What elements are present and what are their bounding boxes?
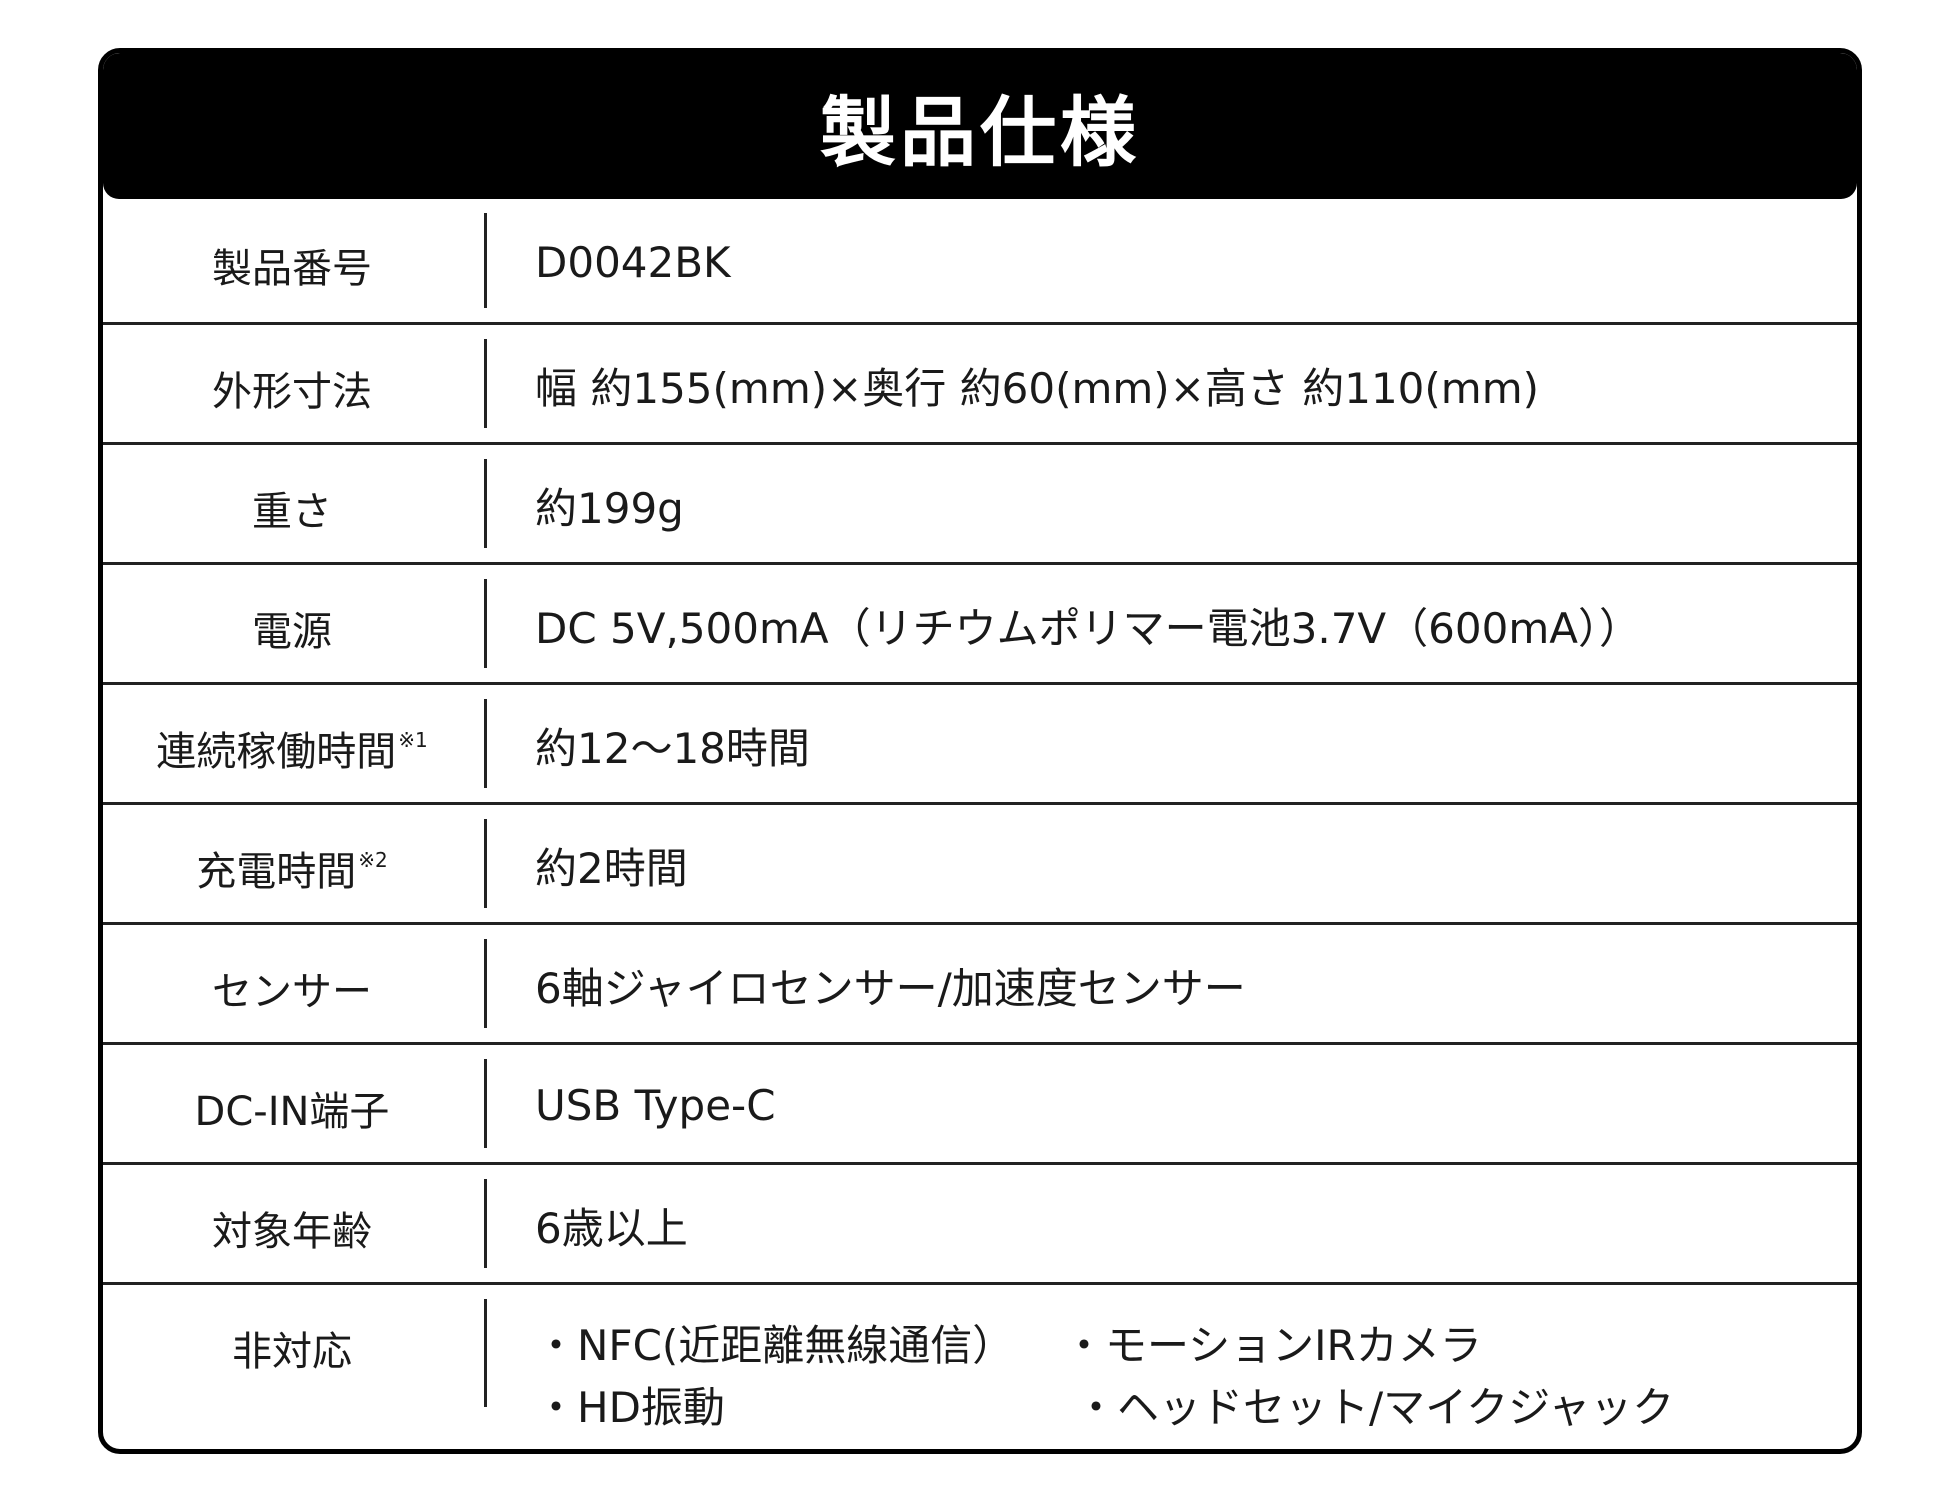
label-text: 製品番号 (212, 245, 372, 292)
row-label: 非対応 (103, 1285, 481, 1377)
footnote-mark: ※1 (398, 727, 428, 752)
divider (484, 459, 487, 548)
divider (484, 1059, 487, 1148)
spec-row-dimensions: 外形寸法 幅 約155(mm)×奥行 約60(mm)×高さ 約110(mm) (103, 325, 1857, 445)
label-text: 外形寸法 (212, 368, 372, 415)
spec-row-product-number: 製品番号 D0042BK (103, 199, 1857, 325)
row-label: 重さ (103, 471, 481, 537)
label-text: 電源 (252, 608, 332, 655)
row-label: 対象年齢 (103, 1191, 481, 1257)
divider (484, 939, 487, 1028)
label-text: 充電時間 (196, 848, 357, 895)
label-text: 対象年齢 (212, 1208, 372, 1255)
row-value: DC 5V,500mA（リチウムポリマー電池3.7V（600mA）） (535, 604, 1641, 653)
row-label: 連続稼働時間 ※1 (103, 711, 481, 777)
spec-row-charge-time: 充電時間 ※2 約2時間 (103, 805, 1857, 925)
spec-row-age: 対象年齢 6歳以上 (103, 1165, 1857, 1285)
list-item: ・モーションIRカメラ (1063, 1321, 1482, 1370)
divider (484, 699, 487, 788)
label-text: 重さ (252, 488, 332, 535)
divider (484, 339, 487, 428)
row-value: 約2時間 (535, 844, 688, 893)
row-value: 幅 約155(mm)×奥行 約60(mm)×高さ 約110(mm) (535, 364, 1540, 413)
row-value: D0042BK (535, 238, 731, 287)
row-value: 約199g (535, 484, 684, 533)
divider (484, 819, 487, 908)
list-item: ・ヘッドセット/マイクジャック (1075, 1383, 1675, 1432)
divider (484, 213, 487, 308)
spec-table: 製品仕様 製品番号 D0042BK 外形寸法 幅 約155(mm)×奥行 約60… (98, 48, 1862, 1454)
spec-row-dc-in: DC-IN端子 USB Type-C (103, 1045, 1857, 1165)
row-label: 製品番号 (103, 228, 481, 294)
label-text: 非対応 (232, 1329, 352, 1375)
spec-row-power: 電源 DC 5V,500mA（リチウムポリマー電池3.7V（600mA）） (103, 565, 1857, 685)
list-item: ・HD振動 (535, 1383, 725, 1432)
label-text: センサー (212, 968, 372, 1015)
spec-row-runtime: 連続稼働時間 ※1 約12～18時間 (103, 685, 1857, 805)
row-label: 充電時間 ※2 (103, 831, 481, 897)
row-value: 6歳以上 (535, 1204, 688, 1253)
row-label: 電源 (103, 591, 481, 657)
spec-row-sensor: センサー 6軸ジャイロセンサー/加速度センサー (103, 925, 1857, 1045)
unsupported-list: ・NFC(近距離無線通信） ・モーションIRカメラ ・HD振動 ・ヘッドセット/… (535, 1311, 1674, 1439)
row-label: センサー (103, 951, 481, 1017)
row-value: USB Type-C (535, 1081, 776, 1130)
divider (484, 579, 487, 668)
spec-row-weight: 重さ 約199g (103, 445, 1857, 565)
label-text: DC-IN端子 (194, 1088, 390, 1135)
label-text: 連続稼働時間 (156, 728, 397, 775)
page-title: 製品仕様 (103, 53, 1857, 199)
divider (484, 1179, 487, 1268)
row-label: DC-IN端子 (103, 1071, 481, 1137)
list-item: ・NFC(近距離無線通信） (535, 1321, 1015, 1370)
row-value: 約12～18時間 (535, 724, 810, 773)
spec-row-unsupported: 非対応 ・NFC(近距離無線通信） ・モーションIRカメラ ・HD振動 ・ヘッド… (103, 1285, 1857, 1432)
row-value: 6軸ジャイロセンサー/加速度センサー (535, 964, 1246, 1013)
footnote-mark: ※2 (358, 847, 388, 872)
row-label: 外形寸法 (103, 351, 481, 417)
divider (484, 1299, 487, 1407)
